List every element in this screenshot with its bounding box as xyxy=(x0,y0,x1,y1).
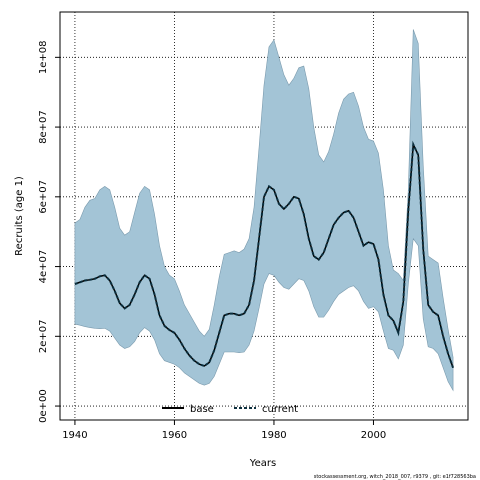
x-tick-label: 1980 xyxy=(261,430,286,441)
plot-frame xyxy=(59,11,469,421)
legend: base current xyxy=(162,404,298,415)
legend-label-base: base xyxy=(190,404,214,415)
x-tick-label: 1940 xyxy=(62,430,87,441)
x-axis-title: Years xyxy=(249,458,276,469)
x-tick-label: 2000 xyxy=(361,430,386,441)
y-tick-label: 0e+00 xyxy=(38,389,49,423)
footer-note: stockassessment.org, witch_2018_007, r93… xyxy=(314,474,476,480)
y-tick-label: 1e+08 xyxy=(38,41,49,75)
y-axis-title: Recruits (age 1) xyxy=(14,176,25,256)
x-tick-label: 1960 xyxy=(162,430,187,441)
legend-label-current: current xyxy=(262,404,298,415)
y-tick-label: 8e+07 xyxy=(38,110,49,144)
confidence-band xyxy=(74,29,454,392)
y-tick-label: 2e+07 xyxy=(38,319,49,353)
y-axis: 0e+00 2e+07 4e+07 6e+07 8e+07 1e+08 xyxy=(38,41,60,423)
x-axis: 1940 1960 1980 2000 xyxy=(62,420,386,441)
y-tick-label: 6e+07 xyxy=(38,180,49,214)
y-tick-label: 4e+07 xyxy=(38,250,49,284)
series-line-current xyxy=(74,140,455,369)
